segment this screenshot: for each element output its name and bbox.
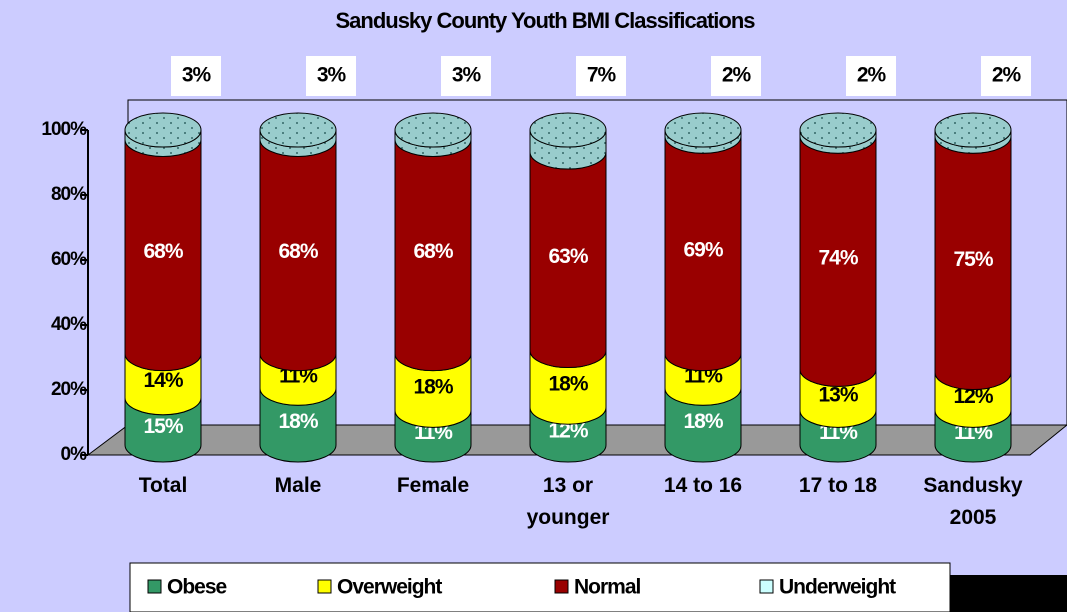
chart-title: Sandusky County Youth BMI Classification… <box>335 8 755 33</box>
value-label: 69% <box>683 239 723 262</box>
value-label: 2% <box>857 64 887 87</box>
cylinder-cap <box>394 112 472 148</box>
value-label: 18% <box>548 372 588 395</box>
value-label: 63% <box>548 245 588 268</box>
label-box <box>846 56 896 96</box>
value-label: 68% <box>413 240 453 263</box>
label-box <box>711 56 761 96</box>
cylinder-cap <box>799 112 877 148</box>
legend-box <box>129 562 951 612</box>
value-label: 12% <box>953 385 993 408</box>
value-label: 7% <box>587 64 617 87</box>
cylinder-cap <box>664 112 742 148</box>
value-label: 13% <box>818 383 858 406</box>
legend-swatch <box>317 579 332 594</box>
y-tick-label: 80% <box>51 184 87 205</box>
y-tick-label: 0% <box>61 444 88 465</box>
x-tick-label: 14 to 16 <box>663 474 743 497</box>
value-label: 3% <box>182 64 212 87</box>
y-tick-label: 100% <box>41 119 87 140</box>
value-label: 75% <box>953 248 993 271</box>
value-label: 15% <box>143 415 183 438</box>
label-box <box>171 56 221 96</box>
decoration <box>950 575 1067 612</box>
value-label: 14% <box>143 369 183 392</box>
y-tick-label: 60% <box>51 249 87 270</box>
x-tick-label: Female <box>396 474 470 497</box>
value-label: 3% <box>452 64 482 87</box>
value-label: 18% <box>683 410 723 433</box>
label-box <box>981 56 1031 96</box>
cylinder-cap <box>529 112 607 148</box>
value-label: 18% <box>413 376 453 399</box>
legend-label: Normal <box>574 576 641 599</box>
x-tick-label: Total <box>138 474 188 497</box>
value-label: 74% <box>818 246 858 269</box>
y-tick-label: 40% <box>51 314 87 335</box>
y-tick-label: 20% <box>51 379 87 400</box>
value-label: 68% <box>278 240 318 263</box>
x-tick-label: Male <box>274 474 322 497</box>
legend-label: Obese <box>167 576 227 599</box>
label-box <box>576 56 626 96</box>
legend-label: Underweight <box>779 576 896 599</box>
value-label: 2% <box>722 64 752 87</box>
legend-swatch <box>759 579 774 594</box>
label-box <box>306 56 356 96</box>
value-label: 18% <box>278 410 318 433</box>
label-box <box>441 56 491 96</box>
legend-label: Overweight <box>337 576 442 599</box>
x-tick-label: 13 or younger <box>526 474 610 529</box>
legend-swatch <box>147 579 162 594</box>
cylinder-cap <box>124 112 202 148</box>
cylinder-cap <box>259 112 337 148</box>
value-label: 12% <box>548 420 588 443</box>
legend-swatch <box>554 579 569 594</box>
x-tick-label: Sandusky 2005 <box>923 474 1023 529</box>
value-label: 2% <box>992 64 1022 87</box>
value-label: 68% <box>143 240 183 263</box>
x-tick-label: 17 to 18 <box>798 474 878 497</box>
value-label: 3% <box>317 64 347 87</box>
cylinder-cap <box>934 112 1012 148</box>
